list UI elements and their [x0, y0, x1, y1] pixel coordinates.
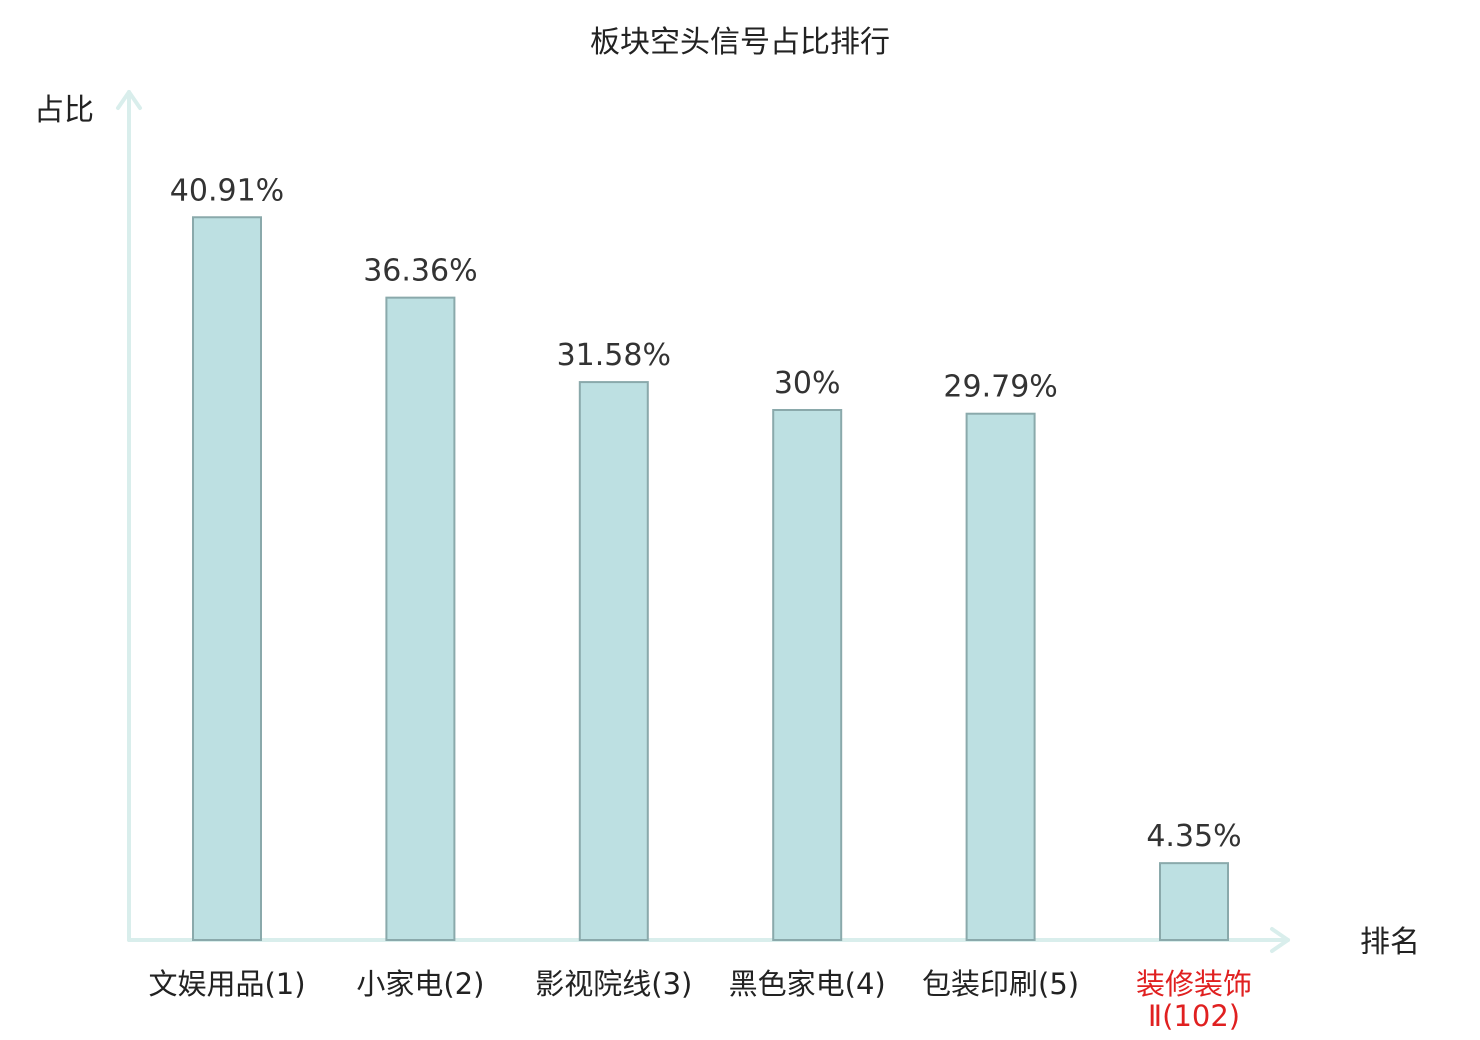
category-label-3: 影视院线(3)	[535, 967, 692, 1001]
category-label-1: 文娱用品(1)	[148, 967, 305, 1001]
value-label-2: 36.36%	[363, 254, 477, 289]
value-label-1: 40.91%	[170, 173, 284, 208]
bar-4	[772, 409, 843, 941]
category-label-6: 装修装饰	[1136, 967, 1252, 1001]
bar-1	[192, 216, 262, 942]
x-axis	[127, 927, 1290, 953]
bar-2	[385, 296, 456, 941]
bar-6	[1159, 862, 1229, 942]
category-labels: 文娱用品(1) 小家电(2) 影视院线(3) 黑色家电(4) 包装印刷(5) 装修装饰Ⅱ(…	[148, 967, 1252, 1033]
data-labels: 40.91% 36.36% 31.58% 30% 29.79% 4.35%	[170, 173, 1242, 854]
x-axis-label: 排名	[1360, 925, 1420, 960]
value-label-3: 31.58%	[557, 338, 671, 373]
category-label-5: 包装印刷(5)	[922, 967, 1079, 1001]
value-label-6: 4.35%	[1146, 819, 1241, 854]
value-label-5: 29.79%	[943, 370, 1057, 405]
value-label-4: 30%	[774, 366, 841, 401]
bar-series	[192, 216, 1229, 942]
category-label-4: 黑色家电(4)	[729, 967, 886, 1001]
y-axis	[116, 90, 142, 942]
bar-5	[965, 412, 1036, 941]
category-rank-6: Ⅱ(102)	[1148, 999, 1240, 1033]
y-axis-label: 占比	[34, 93, 94, 128]
category-label-2: 小家电(2)	[356, 967, 484, 1001]
bar-3	[578, 381, 649, 941]
chart-title: 板块空头信号占比排行	[590, 25, 890, 60]
